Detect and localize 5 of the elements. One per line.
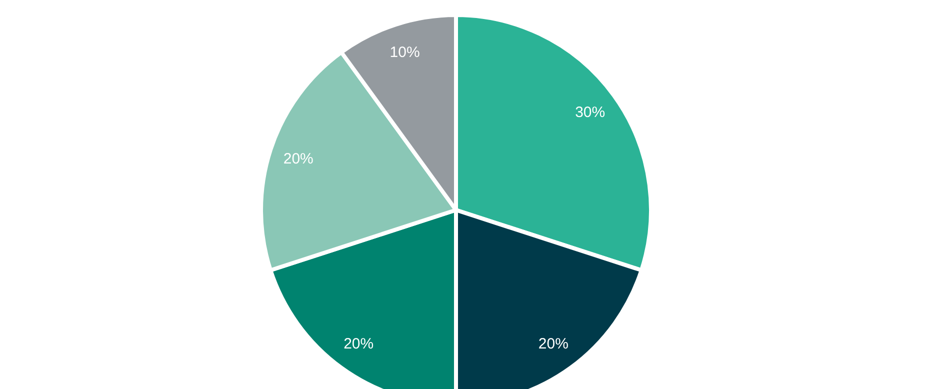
data-label: 30% xyxy=(575,104,606,122)
data-label: 20% xyxy=(283,150,314,168)
data-label: 10% xyxy=(390,44,420,61)
data-label: 20% xyxy=(344,336,374,353)
data-label: 20% xyxy=(538,336,568,353)
